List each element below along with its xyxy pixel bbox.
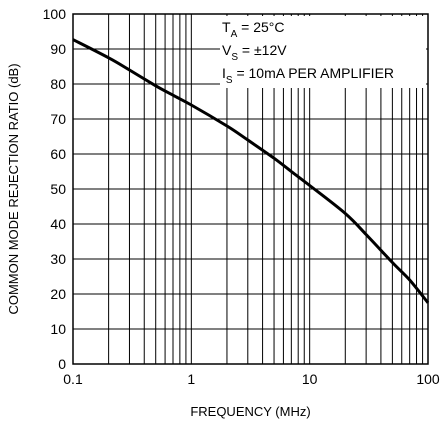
y-tick-label: 10 <box>50 321 66 337</box>
x-tick-label: 0.1 <box>63 371 83 387</box>
y-tick-label: 20 <box>50 286 66 302</box>
y-tick-label: 0 <box>58 356 66 372</box>
y-tick-label: 30 <box>50 251 66 267</box>
y-tick-label: 100 <box>43 6 67 22</box>
y-tick-label: 70 <box>50 111 66 127</box>
annotation-supply-voltage: VS = ±12V <box>222 42 287 63</box>
annotation-background <box>220 16 426 88</box>
y-tick-label: 60 <box>50 146 66 162</box>
y-axis-title: COMMON MODE REJECTION RATIO (dB) <box>6 63 21 314</box>
cmrr-curve <box>72 38 430 304</box>
x-axis-title: FREQUENCY (MHz) <box>190 404 310 419</box>
plot-frame <box>72 13 429 365</box>
x-tick-label: 1 <box>187 371 195 387</box>
y-tick-label: 90 <box>50 41 66 57</box>
y-tick-label: 80 <box>50 76 66 92</box>
x-tick-labels: 0.1 1 10 100 <box>63 371 440 387</box>
y-tick-labels: 0 10 20 30 40 50 60 70 80 90 100 <box>43 6 67 372</box>
annotation-box: TA = 25°C VS = ±12V IS = 10mA PER AMPLIF… <box>220 16 426 88</box>
y-tick-label: 50 <box>50 181 66 197</box>
x-tick-label: 10 <box>302 371 318 387</box>
annotation-temperature: TA = 25°C <box>222 19 284 40</box>
annotation-supply-current: IS = 10mA PER AMPLIFIER <box>222 65 394 86</box>
y-tick-label: 40 <box>50 216 66 232</box>
x-tick-label: 100 <box>416 371 440 387</box>
